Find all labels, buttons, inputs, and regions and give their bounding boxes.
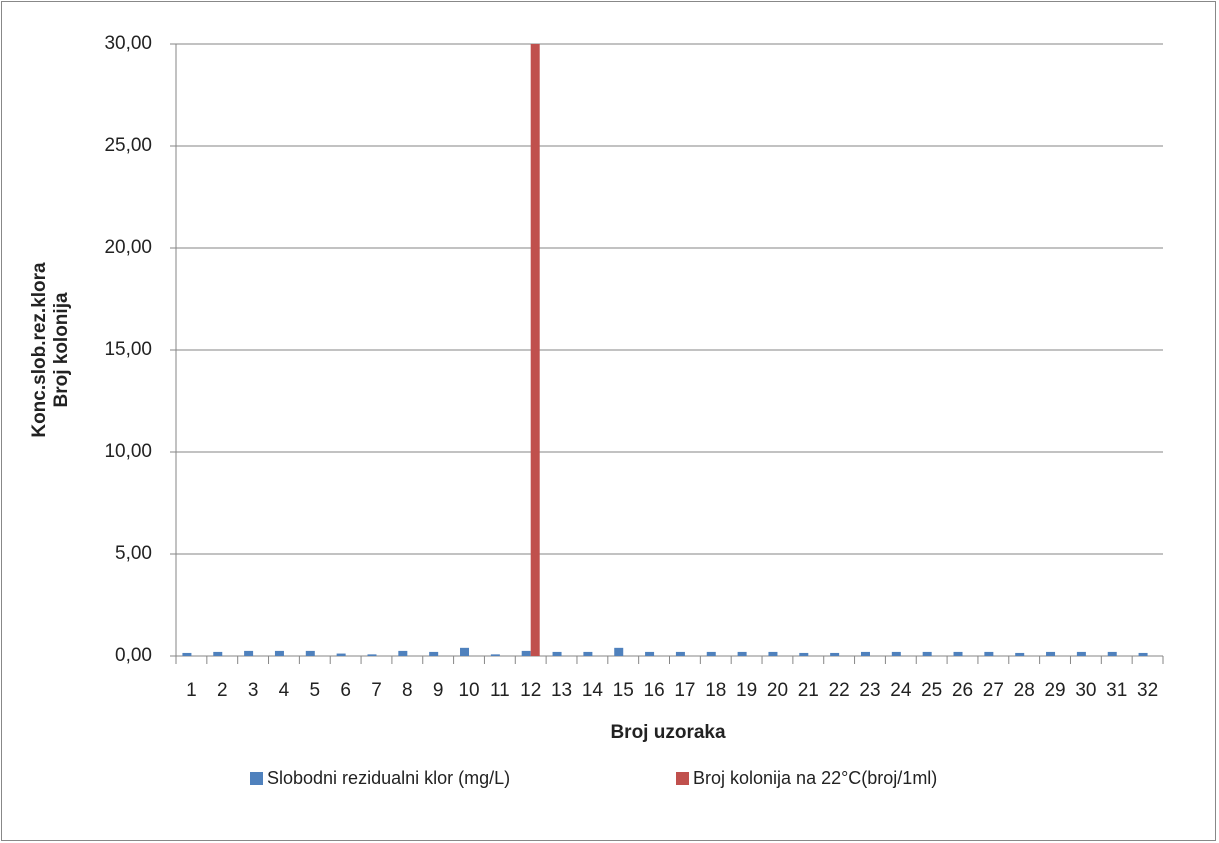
bar (799, 652, 809, 656)
bar (706, 651, 716, 656)
x-tick-label: 15 (613, 680, 634, 701)
x-tick-label: 22 (829, 680, 850, 701)
bar (645, 651, 655, 656)
x-tick-label: 2 (217, 680, 228, 701)
x-tick-label: 30 (1075, 680, 1096, 701)
x-tick-label: 19 (736, 680, 757, 701)
x-tick-label: 13 (551, 680, 572, 701)
bar (213, 651, 223, 656)
bar (953, 651, 963, 656)
bar (244, 650, 254, 656)
legend-swatch (676, 772, 689, 785)
x-tick-label: 18 (705, 680, 726, 701)
legend-label: Slobodni rezidualni klor (mg/L) (267, 768, 510, 788)
x-tick-label: 27 (983, 680, 1004, 701)
bar (460, 647, 470, 656)
y-tick-label: 0,00 (115, 645, 152, 666)
y-tick-label: 10,00 (104, 441, 152, 462)
x-tick-label: 5 (310, 680, 321, 701)
x-tick-label: 11 (490, 680, 510, 701)
bar (1107, 651, 1117, 656)
y-axis-title: Broj kolonija (51, 292, 72, 408)
bar (1076, 651, 1086, 656)
legend-label: Broj kolonija na 22°C(broj/1ml) (693, 768, 937, 788)
x-tick-label: 23 (859, 680, 880, 701)
bar (398, 650, 408, 656)
bar (675, 651, 685, 656)
bar (737, 651, 747, 656)
bar (490, 654, 500, 656)
x-tick-label: 7 (371, 680, 382, 701)
y-tick-label: 30,00 (104, 33, 152, 54)
bar (530, 44, 540, 656)
x-tick-label: 31 (1106, 680, 1127, 701)
x-tick-label: 8 (402, 680, 413, 701)
bar (614, 647, 624, 656)
x-tick-label: 20 (767, 680, 788, 701)
bar (768, 651, 778, 656)
x-tick-label: 28 (1014, 680, 1035, 701)
x-tick-label: 32 (1137, 680, 1158, 701)
bar (367, 654, 377, 656)
x-tick-label: 1 (186, 680, 197, 701)
x-tick-label: 17 (674, 680, 695, 701)
x-tick-label: 12 (520, 680, 541, 701)
x-tick-label: 10 (458, 680, 479, 701)
bar (305, 650, 315, 656)
bar (1046, 651, 1056, 656)
y-tick-label: 5,00 (115, 543, 152, 564)
x-tick-label: 26 (952, 680, 973, 701)
bar (182, 652, 192, 656)
bar (274, 650, 284, 656)
legend-swatch (250, 772, 263, 785)
bar (830, 652, 840, 656)
bar (891, 651, 901, 656)
bar (984, 651, 994, 656)
x-axis-title: Broj uzoraka (610, 722, 726, 743)
x-tick-label: 16 (644, 680, 665, 701)
y-axis-title: Konc.slob.rez.klora (29, 262, 50, 438)
y-tick-label: 25,00 (104, 135, 152, 156)
x-tick-label: 9 (433, 680, 444, 701)
bar (860, 651, 870, 656)
x-tick-label: 4 (279, 680, 290, 701)
x-tick-label: 3 (248, 680, 259, 701)
x-tick-label: 29 (1044, 680, 1065, 701)
bar (583, 651, 593, 656)
bar (336, 653, 346, 656)
bar (552, 651, 562, 656)
y-tick-label: 15,00 (104, 339, 152, 360)
y-tick-label: 20,00 (104, 237, 152, 258)
x-tick-label: 25 (921, 680, 942, 701)
x-tick-label: 24 (890, 680, 912, 701)
bar (922, 651, 932, 656)
bar (429, 651, 439, 656)
x-tick-label: 14 (582, 680, 604, 701)
bar (1015, 652, 1025, 656)
x-tick-label: 21 (798, 680, 819, 701)
bar (521, 650, 531, 656)
bar (1138, 652, 1148, 656)
x-tick-label: 6 (340, 680, 351, 701)
